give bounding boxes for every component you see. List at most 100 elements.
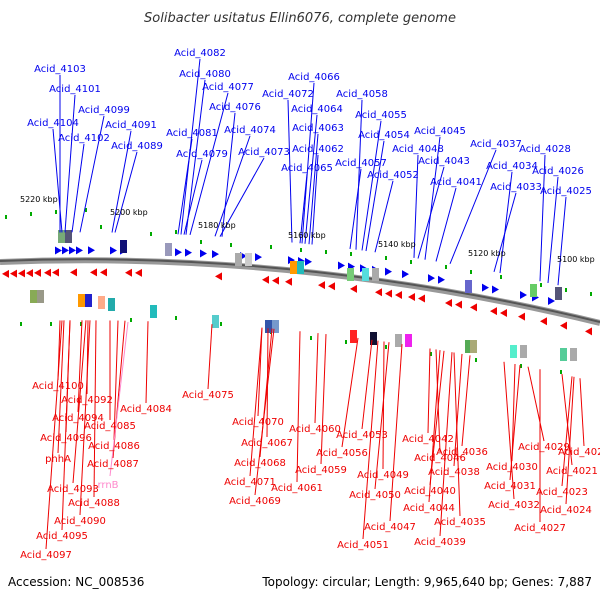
reverse-gene-arrow (215, 272, 222, 281)
reverse-gene-label: Acid_4070 (232, 417, 284, 428)
scale-tick (590, 292, 592, 296)
reverse-gene-arrow (18, 269, 25, 278)
forward-gene-label: Acid_4065 (281, 163, 333, 174)
scale-tick (385, 256, 387, 260)
scale-tick (565, 288, 567, 292)
reverse-gene-arrow (408, 292, 415, 301)
genome-info: Topology: circular; Length: 9,965,640 bp… (261, 575, 592, 589)
forward-gene-arrow (88, 246, 95, 255)
reverse-gene-arrow (34, 268, 41, 277)
forward-gene-block (120, 240, 127, 253)
reverse-leader-line (145, 321, 149, 404)
reverse-gene-label: Acid_4056 (316, 448, 368, 459)
scale-tick (430, 352, 432, 356)
reverse-gene-block (85, 294, 92, 307)
scale-tick (470, 270, 472, 274)
reverse-gene-arrow (26, 269, 33, 278)
forward-leader-line (365, 140, 385, 252)
reverse-gene-block (108, 298, 115, 311)
scale-tick (200, 240, 202, 244)
forward-leader-line (449, 149, 497, 264)
reverse-gene-label: Acid_4053 (336, 430, 388, 441)
reverse-leader-line (453, 352, 461, 517)
forward-gene-label: Acid_4089 (111, 141, 163, 152)
reverse-gene-arrow (385, 289, 392, 298)
forward-leader-line (219, 157, 265, 237)
reverse-gene-label: Acid_4071 (224, 477, 276, 488)
forward-gene-label: Acid_4052 (367, 170, 419, 181)
forward-gene-arrow (212, 250, 219, 259)
forward-gene-block (58, 230, 65, 243)
reverse-gene-label: Acid_4040 (404, 486, 456, 497)
forward-gene-block (555, 287, 562, 300)
forward-gene-block (297, 261, 304, 274)
reverse-leader-line (428, 350, 441, 503)
forward-leader-line (114, 151, 138, 233)
reverse-gene-label: Acid_4036 (436, 447, 488, 458)
forward-gene-block (347, 268, 354, 281)
reverse-gene-label: Acid_4030 (486, 462, 538, 473)
forward-gene-label: Acid_4055 (355, 110, 407, 121)
scale-tick (350, 252, 352, 256)
rna-gene-label: rrnB (97, 480, 118, 491)
reverse-gene-label: Acid_4084 (120, 404, 172, 415)
reverse-gene-label: Acid_4059 (295, 465, 347, 476)
forward-leader-line (435, 187, 457, 262)
reverse-gene-label: Acid_4068 (234, 458, 286, 469)
reverse-gene-arrow (10, 269, 17, 278)
forward-gene-label: Acid_4025 (540, 186, 592, 197)
reverse-gene-label: Acid_4060 (289, 424, 341, 435)
reverse-gene-label: Acid_4042 (402, 434, 454, 445)
reverse-gene-label: Acid_4090 (54, 516, 106, 527)
forward-gene-block (530, 284, 537, 297)
forward-gene-label: Acid_4066 (288, 72, 340, 83)
forward-gene-arrow (76, 246, 83, 255)
scale-label: 5140 kbp (378, 240, 416, 249)
forward-gene-arrow (385, 267, 392, 276)
reverse-gene-label: Acid_4096 (40, 433, 92, 444)
forward-leader-line (493, 192, 517, 272)
forward-gene-label: Acid_4058 (336, 89, 388, 100)
forward-gene-label: Acid_4063 (292, 123, 344, 134)
reverse-gene-label: phhA (45, 454, 71, 465)
forward-gene-label: Acid_4073 (238, 147, 290, 158)
reverse-gene-label: Acid_4097 (20, 550, 72, 561)
scale-tick (80, 322, 82, 326)
scale-tick (100, 225, 102, 229)
reverse-leader-line (565, 376, 575, 505)
forward-gene-label: Acid_4028 (519, 144, 571, 155)
reverse-gene-arrow (44, 268, 51, 277)
reverse-leader-line (461, 355, 471, 447)
forward-gene-features (55, 230, 562, 305)
forward-gene-arrow (305, 257, 312, 266)
reverse-gene-arrow (490, 307, 497, 316)
reverse-gene-arrow (395, 291, 402, 300)
scale-tick (385, 345, 387, 349)
reverse-gene-label: Acid_4092 (61, 395, 113, 406)
scale-label: 5220 kbp (20, 195, 58, 204)
reverse-leader-line (579, 378, 585, 447)
scale-tick (325, 250, 327, 254)
reverse-leader-line (439, 352, 453, 537)
forward-leader-line (355, 99, 363, 250)
forward-gene-block (465, 280, 472, 293)
reverse-leader-line (57, 320, 65, 454)
reverse-gene-arrow (100, 268, 107, 277)
reverse-gene-label: Acid_4085 (84, 421, 136, 432)
reverse-gene-block (150, 305, 157, 318)
reverse-gene-label: Acid_4021 (546, 466, 598, 477)
scale-label: 5200 kbp (110, 208, 148, 217)
forward-gene-arrow (338, 261, 345, 270)
reverse-gene-block (465, 340, 472, 353)
scale-label: 5100 kbp (557, 255, 595, 264)
map-title: Solibacter usitatus Ellin6076, complete … (144, 11, 456, 26)
forward-gene-arrow (520, 291, 527, 300)
scale-tick (475, 358, 477, 362)
reverse-leader-line (561, 376, 573, 487)
reverse-gene-arrow (328, 282, 335, 291)
forward-leader-line (499, 171, 513, 274)
reverse-gene-block (405, 334, 412, 347)
scale-tick (175, 316, 177, 320)
reverse-gene-label: Acid_4049 (357, 470, 409, 481)
reverse-gene-arrow (262, 275, 269, 284)
